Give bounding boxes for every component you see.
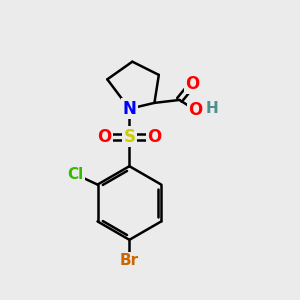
Text: H: H xyxy=(206,101,218,116)
Text: O: O xyxy=(97,128,112,146)
Text: Br: Br xyxy=(120,253,139,268)
Text: N: N xyxy=(122,100,136,118)
Text: O: O xyxy=(147,128,161,146)
Text: Cl: Cl xyxy=(67,167,84,182)
Text: S: S xyxy=(123,128,135,146)
Text: O: O xyxy=(188,101,203,119)
Text: O: O xyxy=(186,75,200,93)
